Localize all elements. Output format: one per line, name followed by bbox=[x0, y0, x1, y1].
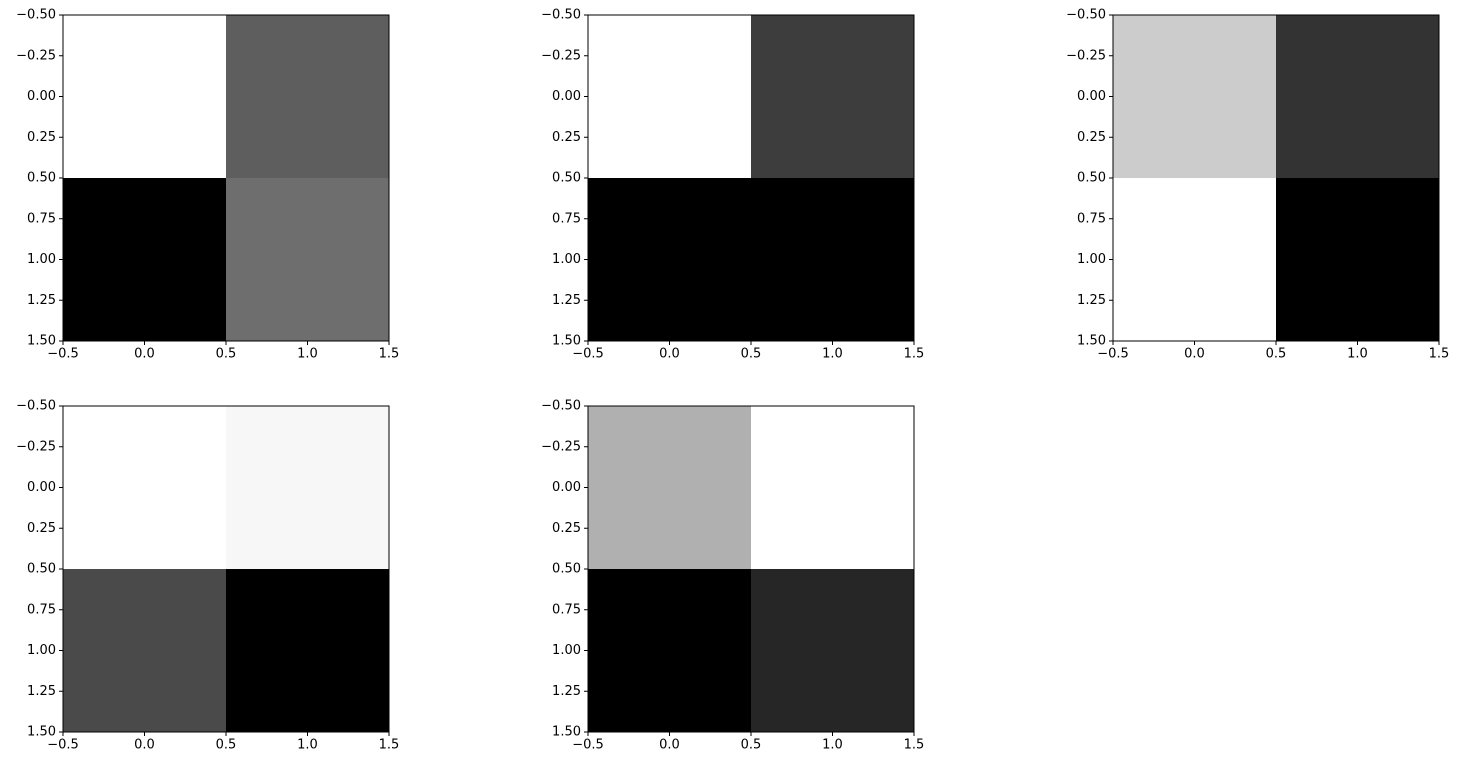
x-tick-label: 0.0 bbox=[134, 738, 155, 753]
y-tick-label: −0.50 bbox=[541, 8, 581, 23]
heatmap-cell bbox=[226, 406, 389, 569]
y-tick-label: 0.75 bbox=[27, 602, 56, 617]
x-tick-label: −0.5 bbox=[47, 347, 79, 362]
y-tick-label: 0.25 bbox=[27, 130, 56, 145]
y-tick-label: 0.00 bbox=[27, 89, 56, 104]
x-tick-label: 1.0 bbox=[297, 347, 318, 362]
y-tick-label: 1.50 bbox=[27, 334, 56, 349]
x-tick-label: 0.0 bbox=[134, 347, 155, 362]
heatmap-cell bbox=[751, 406, 914, 569]
x-tick-label: 0.5 bbox=[216, 347, 237, 362]
y-tick-label: −0.25 bbox=[1066, 48, 1106, 63]
y-tick-label: 0.50 bbox=[552, 562, 581, 577]
y-tick-label: 1.50 bbox=[27, 725, 56, 740]
y-tick-label: 1.50 bbox=[552, 334, 581, 349]
y-tick-label: −0.50 bbox=[1066, 8, 1106, 23]
y-tick-label: 1.25 bbox=[552, 293, 581, 308]
y-tick-label: 1.50 bbox=[1077, 334, 1106, 349]
y-tick-label: 1.50 bbox=[552, 725, 581, 740]
y-tick-label: −0.50 bbox=[541, 399, 581, 414]
y-tick-label: 0.25 bbox=[552, 130, 581, 145]
y-tick-label: 0.50 bbox=[27, 562, 56, 577]
x-tick-label: 1.5 bbox=[379, 738, 400, 753]
heatmap-cell bbox=[1113, 15, 1276, 178]
x-tick-label: 1.5 bbox=[904, 347, 925, 362]
x-tick-label: 1.0 bbox=[297, 738, 318, 753]
y-tick-label: 0.00 bbox=[1077, 89, 1106, 104]
heatmap-cell bbox=[63, 178, 226, 341]
y-tick-label: 0.50 bbox=[552, 171, 581, 186]
y-tick-label: 0.00 bbox=[552, 89, 581, 104]
x-tick-label: 1.5 bbox=[904, 738, 925, 753]
y-tick-label: 0.00 bbox=[27, 480, 56, 495]
x-tick-label: −0.5 bbox=[572, 738, 604, 753]
x-tick-label: 0.5 bbox=[216, 738, 237, 753]
heatmap-cell bbox=[1276, 15, 1439, 178]
heatmap-cell bbox=[1113, 178, 1276, 341]
x-tick-label: 1.5 bbox=[1429, 347, 1450, 362]
y-tick-label: 1.00 bbox=[552, 643, 581, 658]
heatmap-cell bbox=[751, 569, 914, 732]
x-tick-label: 0.0 bbox=[1184, 347, 1205, 362]
y-tick-label: 0.50 bbox=[1077, 171, 1106, 186]
y-tick-label: 1.25 bbox=[552, 684, 581, 699]
y-tick-label: 0.00 bbox=[552, 480, 581, 495]
x-tick-label: 0.5 bbox=[741, 347, 762, 362]
heatmap-cell bbox=[588, 406, 751, 569]
y-tick-label: 0.25 bbox=[552, 521, 581, 536]
x-tick-label: −0.5 bbox=[572, 347, 604, 362]
y-tick-label: 1.00 bbox=[27, 252, 56, 267]
heatmap-cell bbox=[588, 15, 751, 178]
y-tick-label: 1.00 bbox=[1077, 252, 1106, 267]
heatmap-cell bbox=[751, 15, 914, 178]
y-tick-label: −0.25 bbox=[541, 439, 581, 454]
y-tick-label: 0.25 bbox=[27, 521, 56, 536]
y-tick-label: 1.00 bbox=[27, 643, 56, 658]
y-tick-label: −0.25 bbox=[16, 439, 56, 454]
y-tick-label: 1.00 bbox=[552, 252, 581, 267]
y-tick-label: 0.75 bbox=[552, 602, 581, 617]
x-tick-label: 1.0 bbox=[1347, 347, 1368, 362]
heatmap-cell bbox=[63, 15, 226, 178]
heatmap-cell bbox=[588, 178, 751, 341]
x-tick-label: −0.5 bbox=[47, 738, 79, 753]
y-tick-label: 0.75 bbox=[552, 211, 581, 226]
y-tick-label: −0.50 bbox=[16, 399, 56, 414]
heatmap-cell bbox=[1276, 178, 1439, 341]
y-tick-label: 0.75 bbox=[27, 211, 56, 226]
heatmap-cell bbox=[226, 15, 389, 178]
y-tick-label: −0.25 bbox=[16, 48, 56, 63]
x-tick-label: 1.5 bbox=[379, 347, 400, 362]
heatmap-cell bbox=[63, 569, 226, 732]
x-tick-label: 0.0 bbox=[659, 347, 680, 362]
x-tick-label: 0.5 bbox=[1266, 347, 1287, 362]
heatmap-cell bbox=[226, 569, 389, 732]
y-tick-label: −0.50 bbox=[16, 8, 56, 23]
heatmap-cell bbox=[63, 406, 226, 569]
y-tick-label: 0.25 bbox=[1077, 130, 1106, 145]
heatmap-cell bbox=[751, 178, 914, 341]
heatmap-cell bbox=[588, 569, 751, 732]
x-tick-label: 1.0 bbox=[822, 347, 843, 362]
x-tick-label: 0.5 bbox=[741, 738, 762, 753]
heatmap-cell bbox=[226, 178, 389, 341]
y-tick-label: 1.25 bbox=[1077, 293, 1106, 308]
x-tick-label: 0.0 bbox=[659, 738, 680, 753]
x-tick-label: −0.5 bbox=[1097, 347, 1129, 362]
y-tick-label: 1.25 bbox=[27, 684, 56, 699]
y-tick-label: 0.75 bbox=[1077, 211, 1106, 226]
y-tick-label: 0.50 bbox=[27, 171, 56, 186]
x-tick-label: 1.0 bbox=[822, 738, 843, 753]
y-tick-label: 1.25 bbox=[27, 293, 56, 308]
y-tick-label: −0.25 bbox=[541, 48, 581, 63]
